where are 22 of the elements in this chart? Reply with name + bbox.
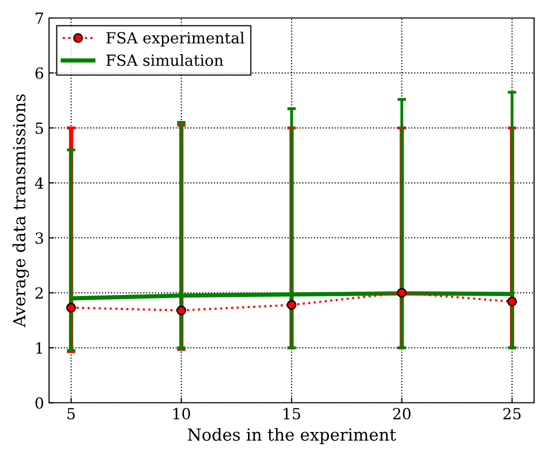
y-tick-label: 1 — [36, 342, 42, 354]
x-tick-label: 5 — [68, 408, 75, 420]
y-tick-label: 7 — [36, 12, 44, 24]
y-tick-label: 6 — [35, 67, 44, 79]
y-tick-label: 2 — [36, 287, 43, 299]
point — [507, 296, 517, 306]
y-tick-label: 4 — [34, 177, 44, 189]
point — [286, 300, 296, 310]
legend-label: FSA simulation — [106, 54, 224, 66]
y-tick-label: 0 — [35, 397, 44, 409]
y-tick-label: 5 — [36, 122, 44, 134]
x-tick-label: 25 — [503, 408, 521, 420]
point — [176, 306, 186, 316]
x-axis-title: Nodes in the experiment — [188, 428, 396, 444]
x-tick-label: 20 — [393, 408, 411, 420]
point — [66, 302, 76, 313]
legend-label: FSA experimental — [106, 32, 244, 47]
point — [396, 288, 407, 298]
x-tick-label: 10 — [173, 408, 190, 420]
y-tick-label: 3 — [36, 232, 44, 244]
x-tick-label: 15 — [284, 408, 300, 420]
y-axis-title: Average data transmissions — [12, 94, 29, 328]
